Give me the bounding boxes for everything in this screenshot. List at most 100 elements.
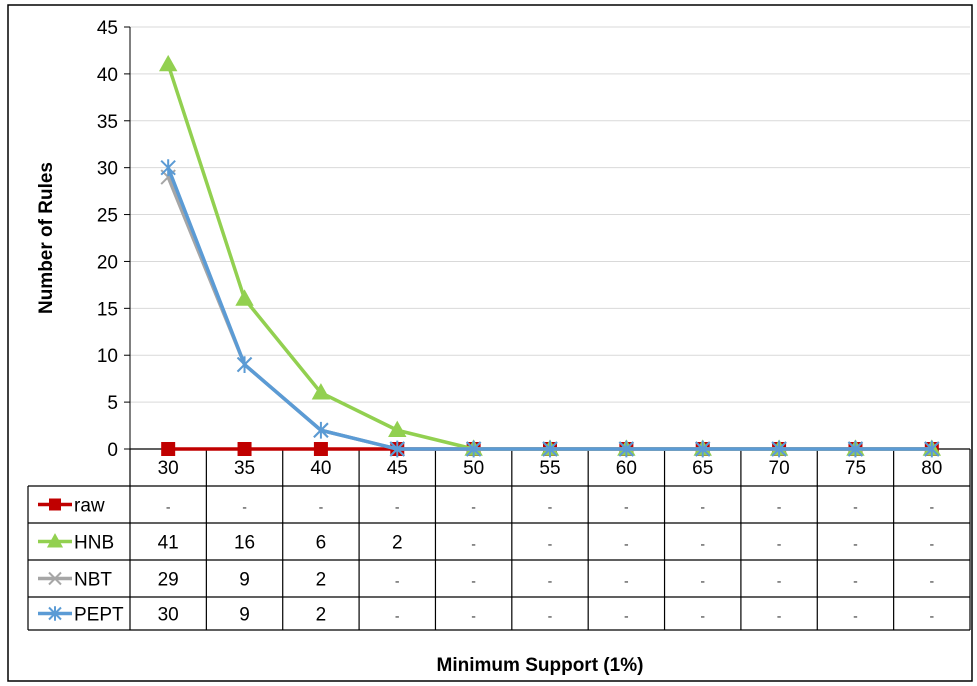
table-cell: - bbox=[700, 573, 705, 589]
table-cell: - bbox=[471, 499, 476, 515]
y-axis-ticks: 0 5 10 15 20 25 30 35 40 45 bbox=[97, 18, 131, 461]
y-tick-label: 40 bbox=[97, 65, 118, 86]
x-tick-label: 80 bbox=[921, 458, 942, 479]
table-cell: - bbox=[777, 536, 782, 552]
x-tick-label: 50 bbox=[463, 458, 484, 479]
table-cell: - bbox=[853, 608, 858, 624]
y-tick-label: 30 bbox=[97, 159, 118, 180]
table-cell: - bbox=[777, 499, 782, 515]
table-cell: - bbox=[929, 536, 934, 552]
table-cell: - bbox=[624, 499, 629, 515]
y-tick-label: 5 bbox=[107, 393, 118, 414]
table-cell: - bbox=[624, 608, 629, 624]
table-cell: - bbox=[242, 499, 247, 515]
x-tick-label: 70 bbox=[769, 458, 790, 479]
table-cell: - bbox=[471, 536, 476, 552]
y-axis-title: Number of Rules bbox=[36, 162, 57, 314]
table-cell: 6 bbox=[316, 533, 327, 554]
table-cell: - bbox=[853, 573, 858, 589]
data-point bbox=[48, 606, 62, 621]
table-cell: - bbox=[395, 608, 400, 624]
legend-key-raw bbox=[38, 498, 72, 511]
table-cell: - bbox=[853, 536, 858, 552]
data-point bbox=[313, 442, 328, 456]
y-tick-label: 15 bbox=[97, 299, 118, 320]
table-cell: - bbox=[624, 573, 629, 589]
data-table: 30 35 40 45 50 55 60 65 70 75 80 raw - - - - - - - - - - - HNB 4… bbox=[27, 448, 971, 631]
x-axis-title: Minimum Support (1%) bbox=[437, 655, 644, 676]
x-tick-label: 55 bbox=[539, 458, 560, 479]
legend-label: NBT bbox=[74, 570, 112, 591]
table-cell: - bbox=[853, 499, 858, 515]
legend-key-pept bbox=[38, 606, 72, 621]
data-point bbox=[237, 442, 252, 456]
y-tick-label: 10 bbox=[97, 346, 118, 367]
y-tick-label: 0 bbox=[107, 440, 118, 461]
x-tick-label: 60 bbox=[616, 458, 637, 479]
table-cell: - bbox=[166, 499, 171, 515]
legend-key-hnb bbox=[38, 533, 72, 548]
data-point bbox=[46, 533, 64, 548]
data-point bbox=[695, 440, 711, 458]
data-point bbox=[542, 440, 558, 458]
table-cell: 2 bbox=[316, 605, 327, 626]
x-tick-label: 40 bbox=[310, 458, 331, 479]
data-point bbox=[236, 356, 253, 373]
y-tick-label: 35 bbox=[97, 112, 118, 133]
data-point bbox=[235, 289, 254, 306]
y-tick-label: 45 bbox=[97, 18, 118, 39]
gridlines bbox=[130, 26, 970, 403]
table-cell: 2 bbox=[316, 570, 327, 591]
legend-label: PEPT bbox=[74, 605, 124, 626]
table-cell: 9 bbox=[239, 570, 250, 591]
table-cell: 29 bbox=[158, 570, 179, 591]
table-cell: - bbox=[395, 573, 400, 589]
data-point bbox=[313, 421, 329, 439]
x-tick-label: 45 bbox=[387, 458, 408, 479]
legend-label: HNB bbox=[74, 533, 114, 554]
data-point bbox=[158, 54, 178, 72]
x-tick-label: 30 bbox=[158, 458, 179, 479]
table-cell: - bbox=[548, 499, 553, 515]
table-cell: - bbox=[471, 573, 476, 589]
table-cell: - bbox=[319, 499, 324, 515]
table-cell: - bbox=[548, 573, 553, 589]
table-cell: 16 bbox=[234, 533, 255, 554]
table-cell: - bbox=[929, 608, 934, 624]
table-cell: - bbox=[395, 499, 400, 515]
x-tick-label: 35 bbox=[234, 458, 255, 479]
legend-key-nbt bbox=[38, 571, 72, 586]
chart-border bbox=[7, 4, 973, 682]
data-point bbox=[311, 383, 331, 400]
table-cell: - bbox=[700, 608, 705, 624]
series-pept bbox=[160, 159, 940, 458]
table-cell: 2 bbox=[392, 533, 403, 554]
data-point bbox=[160, 159, 176, 177]
data-point bbox=[771, 440, 787, 458]
table-cell: - bbox=[624, 536, 629, 552]
legend-label: raw bbox=[74, 496, 105, 517]
data-point bbox=[618, 440, 635, 458]
table-cell: - bbox=[700, 536, 705, 552]
table-cell: - bbox=[777, 573, 782, 589]
table-cell: - bbox=[700, 499, 705, 515]
data-point bbox=[48, 571, 62, 586]
x-tick-label: 65 bbox=[692, 458, 713, 479]
data-point bbox=[49, 498, 61, 511]
table-cell: - bbox=[548, 608, 553, 624]
data-point bbox=[161, 442, 176, 456]
data-point bbox=[924, 440, 940, 458]
table-cell: - bbox=[929, 573, 934, 589]
table-cell: - bbox=[929, 499, 934, 515]
table-cell: 9 bbox=[239, 605, 250, 626]
table-cell: - bbox=[471, 608, 476, 624]
data-point bbox=[465, 440, 482, 458]
data-point bbox=[847, 440, 864, 458]
data-point bbox=[389, 440, 405, 458]
y-tick-label: 25 bbox=[97, 206, 118, 227]
table-cell: - bbox=[777, 608, 782, 624]
series-lines bbox=[158, 54, 942, 458]
y-tick-label: 20 bbox=[97, 252, 118, 273]
